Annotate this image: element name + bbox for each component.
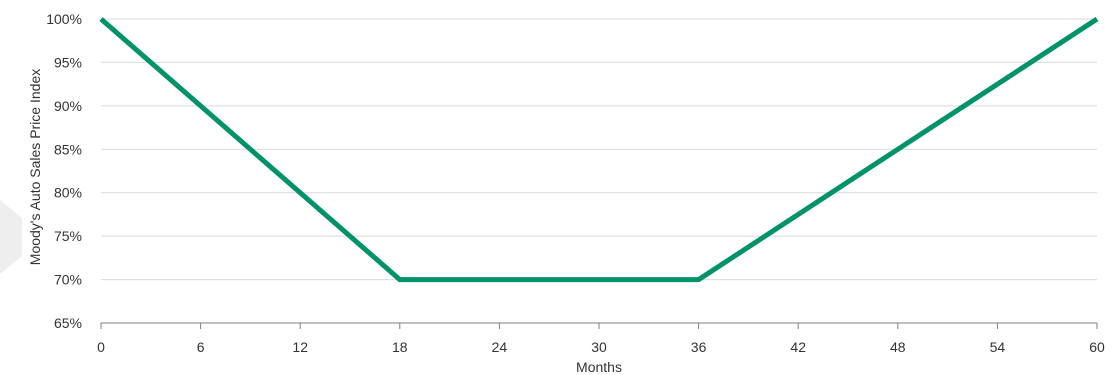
x-tick-label-12: 12 [292, 339, 308, 355]
axes [100, 322, 1098, 329]
x-axis-title: Months [576, 359, 622, 375]
watermark-shape [0, 200, 22, 274]
y-axis-title: Moody's Auto Sales Price Index [27, 69, 43, 265]
y-tick-label-95: 95% [54, 54, 82, 70]
y-tick-label-80: 80% [54, 185, 82, 201]
x-tick-label-30: 30 [591, 339, 607, 355]
x-tick-labels: 0 6 12 18 24 30 36 42 48 54 60 [97, 339, 1105, 355]
y-tick-label-85: 85% [54, 141, 82, 157]
x-tick-label-6: 6 [197, 339, 205, 355]
x-tick-label-0: 0 [97, 339, 105, 355]
x-tick-label-18: 18 [392, 339, 408, 355]
y-tick-label-100: 100% [46, 11, 82, 27]
x-tick-label-24: 24 [492, 339, 508, 355]
x-tick-label-48: 48 [890, 339, 906, 355]
watermark-shape [0, 200, 22, 274]
y-tick-labels: 65% 70% 75% 80% 85% 90% 95% 100% [46, 11, 82, 331]
x-tick-label-36: 36 [691, 339, 707, 355]
x-tick-label-60: 60 [1089, 339, 1105, 355]
series-group [99, 16, 1099, 283]
x-tick-label-54: 54 [990, 339, 1006, 355]
x-tick-label-42: 42 [790, 339, 806, 355]
y-tick-label-70: 70% [54, 272, 82, 288]
series-line-0 [99, 16, 1099, 283]
y-tick-label-65: 65% [54, 315, 82, 331]
y-tick-label-90: 90% [54, 98, 82, 114]
y-tick-label-75: 75% [54, 228, 82, 244]
gridlines [101, 18, 1097, 281]
